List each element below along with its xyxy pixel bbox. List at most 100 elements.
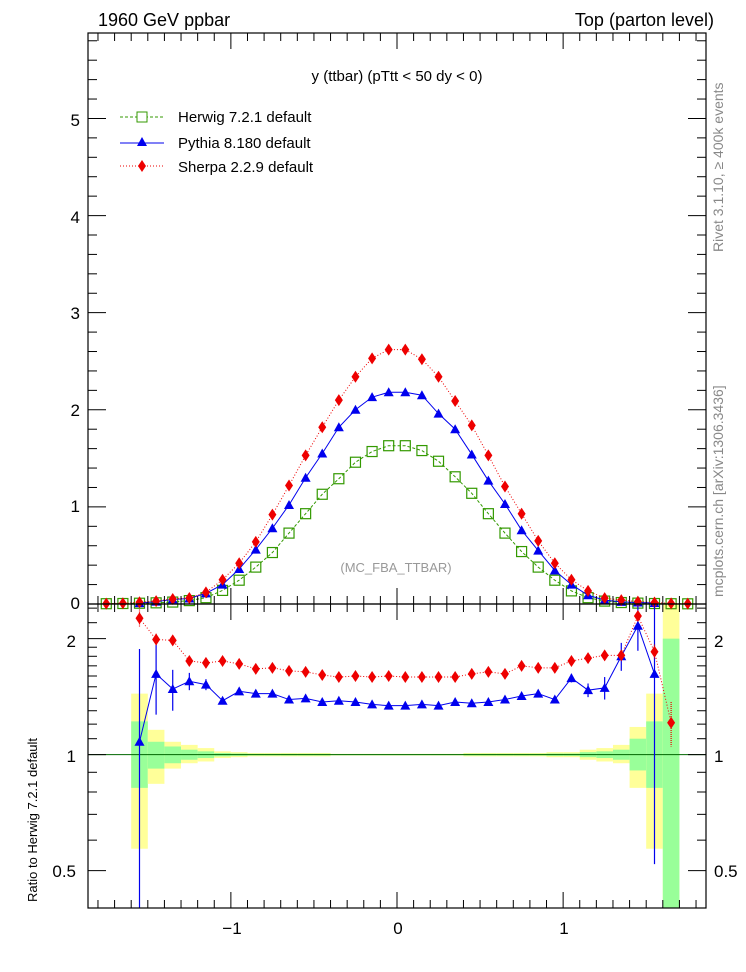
- ratio-point-pythia: [450, 696, 461, 706]
- data-point-herwig: [383, 440, 395, 452]
- data-point-pythia: [483, 475, 494, 485]
- data-point-herwig: [449, 471, 461, 483]
- data-point-pythia: [383, 387, 394, 397]
- ratio-point-sherpa: [401, 671, 410, 684]
- data-point-pythia: [333, 422, 344, 432]
- ratio-point-sherpa: [617, 649, 626, 662]
- ratio-point-sherpa: [334, 671, 343, 684]
- series-line-herwig: [106, 445, 688, 605]
- ratio-point-pythia: [583, 685, 594, 695]
- ratio-point-sherpa: [584, 652, 593, 665]
- ratio-point-pythia: [317, 696, 328, 706]
- ratio-point-sherpa: [550, 661, 559, 674]
- data-point-herwig: [233, 574, 245, 586]
- ratio-point-pythia: [400, 700, 411, 710]
- data-point-sherpa: [434, 370, 443, 383]
- ratio-point-sherpa: [351, 669, 360, 682]
- ratio-point-pythia: [649, 668, 660, 678]
- ratio-point-sherpa: [251, 662, 260, 675]
- ratio-point-pythia: [167, 684, 178, 694]
- ratio-point-sherpa: [567, 654, 576, 667]
- xtick-label: 1: [559, 919, 568, 938]
- legend-item-herwig: Herwig 7.2.1 default: [120, 109, 312, 126]
- ratio-uncertainty-bands: [88, 604, 706, 908]
- data-point-sherpa: [168, 592, 177, 605]
- ratio-point-pythia: [151, 668, 162, 678]
- data-point-sherpa: [384, 343, 393, 356]
- data-point-herwig: [300, 508, 312, 520]
- ratio-frame: [87, 603, 707, 909]
- data-point-herwig: [532, 561, 544, 573]
- ratio-point-pythia: [367, 699, 378, 709]
- ratio-point-sherpa: [650, 645, 659, 658]
- ratio-line-pythia: [139, 624, 655, 742]
- ratio-ytick-label-right: 1: [714, 747, 723, 766]
- legend-label-herwig: Herwig 7.2.1 default: [178, 109, 312, 126]
- axis-ticks: [88, 33, 706, 909]
- ratio-point-sherpa: [152, 633, 161, 646]
- data-point-sherpa: [617, 594, 626, 607]
- data-point-pythia: [367, 392, 378, 402]
- data-point-sherpa: [201, 586, 210, 599]
- data-point-herwig: [266, 546, 279, 559]
- ratio-point-pythia: [466, 698, 477, 708]
- legend-marker-triangle-icon: [137, 137, 147, 146]
- band-green: [147, 741, 165, 769]
- ratio-point-pythia: [599, 682, 610, 692]
- data-point-sherpa: [467, 419, 476, 432]
- ratio-point-sherpa: [268, 661, 277, 674]
- plot-title: y (ttbar) (pTtt < 50 dy < 0): [312, 68, 483, 85]
- data-point-herwig: [399, 440, 411, 452]
- data-point-sherpa: [351, 370, 360, 383]
- ratio-ytick-label-right: 0.5: [714, 862, 738, 881]
- data-point-pythia: [350, 404, 361, 414]
- ratio-ytick-label: 0.5: [52, 862, 76, 881]
- data-point-herwig: [349, 456, 362, 468]
- data-point-sherpa: [185, 591, 194, 604]
- ratio-point-sherpa: [135, 612, 144, 625]
- ratio-point-pythia: [499, 694, 510, 704]
- data-point-sherpa: [118, 597, 127, 610]
- data-point-sherpa: [334, 394, 343, 407]
- xtick-label: −1: [222, 919, 241, 938]
- ratio-point-pythia: [184, 676, 195, 686]
- legend: Herwig 7.2.1 default Pythia 8.180 defaul…: [120, 109, 314, 176]
- ratio-point-pythia: [549, 694, 560, 704]
- data-point-herwig: [316, 488, 328, 500]
- ratio-point-pythia: [284, 694, 295, 704]
- data-point-sherpa: [517, 507, 526, 520]
- data-point-pythia: [450, 424, 461, 434]
- data-point-herwig: [432, 455, 445, 467]
- data-point-herwig: [366, 445, 378, 458]
- ratio-point-sherpa: [633, 609, 642, 622]
- ratio-point-pythia: [234, 686, 245, 696]
- rivet-label: Rivet 3.1.10, ≥ 400k events: [710, 82, 726, 252]
- ratio-point-sherpa: [484, 665, 493, 678]
- legend-item-pythia: Pythia 8.180 default: [120, 135, 311, 152]
- ratio-point-sherpa: [384, 669, 393, 682]
- data-point-herwig: [283, 527, 295, 539]
- ratio-point-sherpa: [201, 656, 210, 669]
- band-green: [662, 638, 680, 908]
- data-point-sherpa: [550, 557, 559, 570]
- ratio-point-sherpa: [451, 671, 460, 684]
- ratio-point-pythia: [416, 699, 427, 709]
- data-point-pythia: [499, 498, 510, 508]
- main-ytick-label: 5: [71, 111, 80, 130]
- main-ytick-label: 4: [71, 208, 80, 227]
- data-point-sherpa: [318, 421, 327, 434]
- ratio-ytick-label: 2: [67, 632, 76, 651]
- legend-marker-square-icon: [136, 111, 148, 123]
- data-point-sherpa: [135, 596, 144, 609]
- header-left: 1960 GeV ppbar: [98, 10, 230, 30]
- data-point-sherpa: [218, 573, 227, 586]
- ratio-point-pythia: [200, 679, 211, 689]
- data-point-pythia: [400, 387, 411, 397]
- ratio-point-pythia: [383, 700, 394, 710]
- ratio-point-sherpa: [285, 664, 294, 677]
- ratio-point-pythia: [134, 736, 145, 746]
- data-point-pythia: [533, 545, 544, 555]
- watermark: (MC_FBA_TTBAR): [340, 560, 451, 575]
- ratio-point-sherpa: [218, 654, 227, 667]
